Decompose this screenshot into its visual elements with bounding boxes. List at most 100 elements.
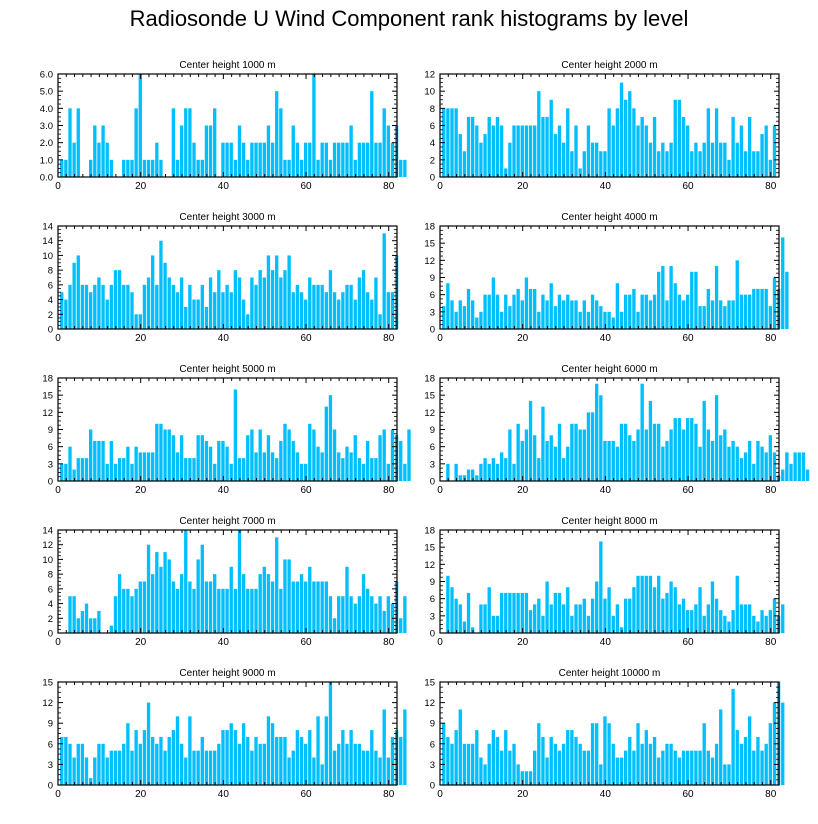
histogram-bar bbox=[756, 288, 760, 329]
histogram-bar bbox=[117, 574, 122, 633]
y-tick-label: 4 bbox=[48, 599, 53, 610]
histogram-bar bbox=[179, 574, 184, 633]
histogram-bar bbox=[504, 458, 508, 481]
histogram-bar bbox=[640, 743, 644, 785]
histogram-bar bbox=[537, 91, 541, 177]
histogram-bar bbox=[487, 587, 491, 633]
histogram-bar bbox=[471, 300, 475, 329]
panel-title: Center height 7000 m bbox=[179, 516, 275, 527]
panel-title: Center height 5000 m bbox=[179, 364, 275, 375]
histogram-bar bbox=[208, 277, 213, 329]
x-tick-label: 80 bbox=[383, 181, 395, 192]
histogram-bar bbox=[491, 730, 496, 785]
histogram-bar bbox=[471, 469, 475, 481]
histogram-bar bbox=[454, 730, 458, 785]
histogram-bar bbox=[403, 709, 407, 785]
histogram-bar bbox=[599, 306, 603, 329]
histogram-bar bbox=[84, 757, 89, 785]
y-tick-label: 14 bbox=[42, 236, 53, 247]
histogram-bar bbox=[652, 294, 657, 329]
histogram-bar bbox=[702, 615, 706, 633]
histogram-bar bbox=[516, 125, 520, 177]
y-tick-label: 6 bbox=[430, 442, 435, 453]
histogram-bar bbox=[595, 300, 599, 329]
histogram-bar bbox=[72, 262, 76, 329]
histogram-bar bbox=[109, 625, 114, 633]
histogram-bar bbox=[134, 314, 138, 329]
histogram-bar bbox=[702, 723, 706, 785]
histogram-bar bbox=[246, 159, 250, 177]
histogram-bar bbox=[520, 592, 524, 633]
histogram-bar bbox=[353, 299, 357, 329]
histogram-bar bbox=[640, 575, 644, 633]
histogram-bar bbox=[566, 446, 570, 481]
histogram-bar bbox=[196, 435, 200, 481]
y-tick-label: 8 bbox=[48, 570, 53, 581]
histogram-bar bbox=[657, 151, 661, 177]
histogram-bar bbox=[685, 418, 690, 481]
histogram-bar bbox=[349, 596, 353, 633]
histogram-bar bbox=[471, 743, 475, 785]
histogram-bar bbox=[599, 395, 603, 481]
histogram-bar bbox=[442, 723, 446, 785]
histogram-bar bbox=[213, 750, 217, 785]
y-tick-label: 14 bbox=[42, 222, 53, 233]
histogram-bar bbox=[93, 757, 97, 785]
histogram-bar bbox=[283, 159, 287, 177]
histogram-bar bbox=[586, 311, 591, 329]
histogram-bar bbox=[217, 743, 221, 785]
histogram-bar bbox=[122, 159, 126, 177]
histogram-bar bbox=[93, 284, 97, 329]
y-tick-label: 3 bbox=[48, 760, 53, 771]
histogram-bar bbox=[698, 446, 702, 481]
y-tick-label: 0 bbox=[48, 477, 53, 488]
histogram-bar bbox=[159, 736, 163, 785]
histogram-bar bbox=[533, 125, 537, 177]
histogram-bar bbox=[595, 581, 599, 633]
histogram-bar bbox=[89, 292, 93, 329]
y-tick-label: 0 bbox=[48, 629, 53, 640]
histogram-bar bbox=[365, 750, 370, 785]
histogram-bar bbox=[229, 463, 233, 481]
histogram-bar bbox=[466, 116, 471, 177]
x-tick-label: 80 bbox=[765, 789, 777, 800]
histogram-bar bbox=[200, 736, 204, 785]
histogram-bar bbox=[105, 463, 109, 481]
histogram-bar bbox=[84, 284, 89, 329]
histogram-bar bbox=[549, 283, 553, 329]
histogram-bar bbox=[275, 458, 279, 481]
x-tick-label: 60 bbox=[682, 637, 694, 648]
histogram-bar bbox=[303, 299, 308, 329]
y-tick-label: 12 bbox=[42, 698, 53, 709]
y-tick-label: 10 bbox=[42, 251, 53, 262]
histogram-bar bbox=[595, 383, 599, 481]
histogram-bar bbox=[357, 743, 362, 785]
histogram-bar bbox=[694, 604, 698, 633]
histogram-bar bbox=[328, 159, 333, 177]
histogram-bar bbox=[450, 587, 454, 633]
histogram-bar bbox=[370, 458, 374, 481]
histogram-bar bbox=[652, 587, 657, 633]
histogram-bar bbox=[669, 142, 673, 177]
histogram-bar bbox=[188, 108, 192, 177]
histogram-bar bbox=[324, 581, 328, 633]
histogram-bar bbox=[458, 134, 462, 177]
histogram-bar bbox=[685, 294, 690, 329]
histogram-bar bbox=[739, 125, 744, 177]
histogram-bar bbox=[332, 618, 337, 633]
histogram-bar bbox=[479, 604, 483, 633]
histogram-bar bbox=[134, 730, 138, 785]
histogram-bar bbox=[632, 440, 636, 481]
y-tick-label: 15 bbox=[42, 391, 53, 402]
y-tick-label: 12 bbox=[424, 256, 435, 267]
histogram-bar bbox=[499, 750, 504, 785]
histogram-bar bbox=[101, 440, 105, 481]
histogram-bar bbox=[316, 159, 320, 177]
histogram-bar bbox=[623, 598, 628, 633]
histogram-bar bbox=[512, 294, 516, 329]
histogram-bar bbox=[690, 271, 694, 329]
histogram-bar bbox=[258, 270, 262, 329]
y-tick-label: 18 bbox=[424, 526, 435, 537]
histogram-bar bbox=[632, 587, 636, 633]
histogram-bar bbox=[458, 300, 462, 329]
